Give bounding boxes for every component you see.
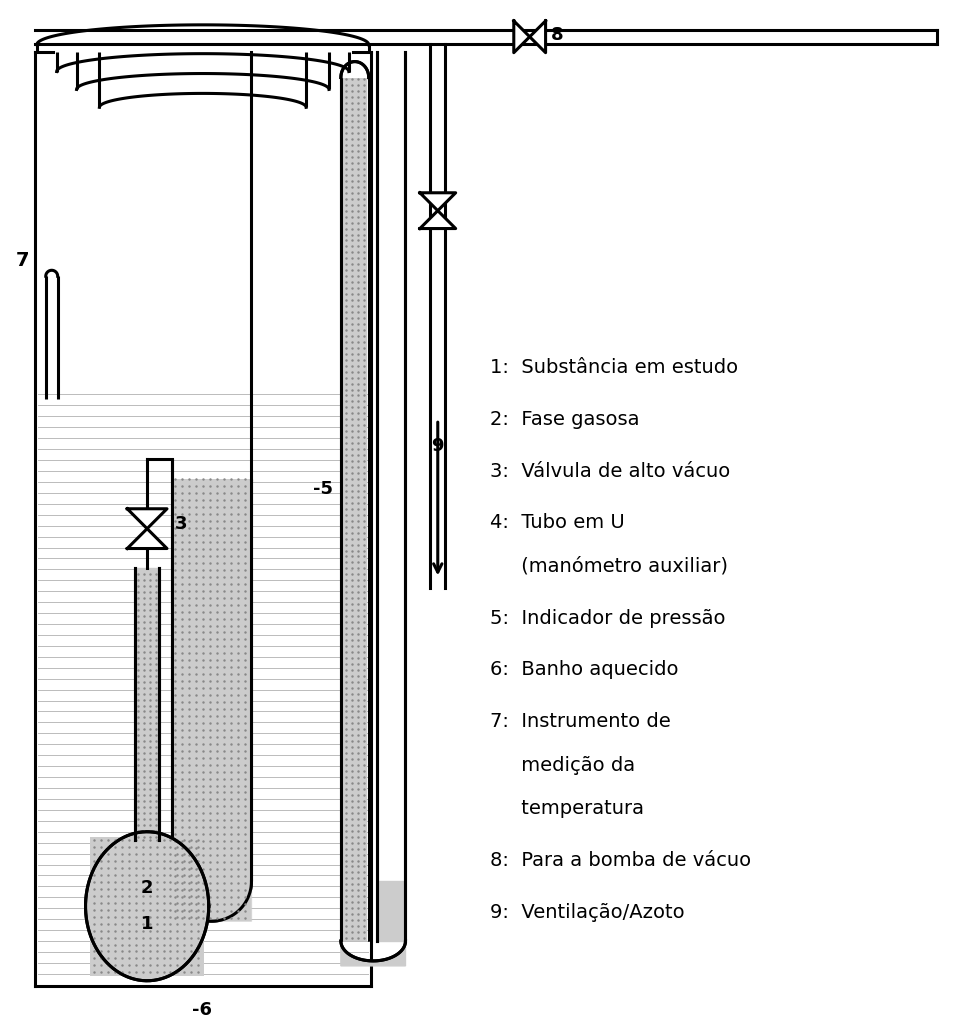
Text: 8:  Para a bomba de vácuo: 8: Para a bomba de vácuo <box>490 851 752 870</box>
Text: 2:  Fase gasosa: 2: Fase gasosa <box>490 410 639 429</box>
Text: 1: 1 <box>141 915 154 933</box>
Polygon shape <box>420 193 456 211</box>
Text: 9: 9 <box>431 437 444 455</box>
Text: 1:  Substância em estudo: 1: Substância em estudo <box>490 358 738 377</box>
Text: 8: 8 <box>551 26 563 44</box>
Bar <box>343 78 367 941</box>
Polygon shape <box>172 459 252 921</box>
Polygon shape <box>377 881 406 941</box>
Text: 3: 3 <box>175 515 187 532</box>
Text: -5: -5 <box>313 480 333 498</box>
Text: 5:  Indicador de pressão: 5: Indicador de pressão <box>490 608 726 628</box>
Bar <box>90 837 204 976</box>
Text: 4:  Tubo em U: 4: Tubo em U <box>490 513 625 532</box>
Bar <box>172 479 252 921</box>
Polygon shape <box>420 211 456 229</box>
Text: 7:  Instrumento de: 7: Instrumento de <box>490 712 671 731</box>
Bar <box>136 568 159 840</box>
Polygon shape <box>127 528 167 549</box>
Text: temperatura: temperatura <box>490 799 644 819</box>
Polygon shape <box>86 832 209 981</box>
Text: medição da: medição da <box>490 755 635 775</box>
Polygon shape <box>127 509 167 528</box>
Text: 2: 2 <box>141 879 154 897</box>
Text: 9:  Ventilação/Azoto: 9: Ventilação/Azoto <box>490 902 684 922</box>
Text: 6:  Banho aquecido: 6: Banho aquecido <box>490 660 678 680</box>
Text: -6: -6 <box>192 1001 211 1019</box>
Polygon shape <box>514 20 530 53</box>
Text: (manómetro auxiliar): (manómetro auxiliar) <box>490 557 727 576</box>
Text: 7: 7 <box>16 250 30 270</box>
Polygon shape <box>341 941 406 966</box>
Polygon shape <box>136 568 159 840</box>
Text: 3:  Válvula de alto vácuo: 3: Válvula de alto vácuo <box>490 462 730 480</box>
Polygon shape <box>530 20 546 53</box>
